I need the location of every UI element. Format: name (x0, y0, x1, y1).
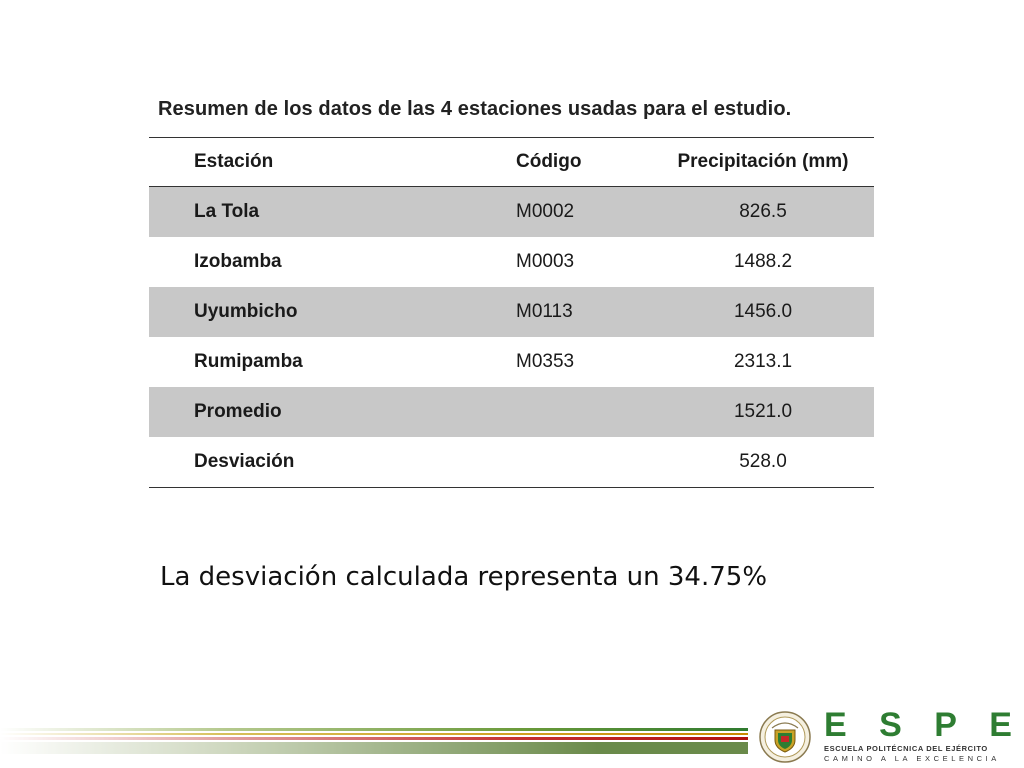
station-code: M0003 (516, 251, 575, 272)
table-row: Izobamba M0003 1488.2 (149, 237, 874, 287)
table-row: La Tola M0002 826.5 (149, 187, 874, 237)
summary-value-deviation: 528.0 (739, 451, 787, 472)
header-station: Estación (194, 151, 274, 172)
header-code: Código (516, 151, 582, 172)
logo-subtitle: ESCUELA POLITÉCNICA DEL EJÉRCITO (824, 744, 988, 753)
logo-letter: E (824, 706, 847, 744)
station-precipitation: 826.5 (739, 201, 787, 222)
station-name: Izobamba (194, 251, 282, 272)
footer-decorative-lines (0, 728, 748, 754)
station-code: M0002 (516, 201, 575, 222)
logo-letter: P (934, 706, 957, 744)
logo-letter: E (989, 706, 1012, 744)
logo-letters: E S P E (824, 708, 1012, 742)
logo-motto: CAMINO A LA EXCELENCIA (824, 754, 1000, 763)
caption-text: La desviación calculada representa un 34… (160, 562, 768, 592)
data-table: Estación Código Precipitación (mm) La To… (149, 137, 874, 488)
header-precipitation: Precipitación (mm) (677, 151, 849, 172)
station-precipitation: 1456.0 (733, 301, 793, 322)
table-row: Rumipamba M0353 2313.1 (149, 337, 874, 387)
table-row: Desviación 528.0 (149, 437, 874, 488)
station-code: M0353 (516, 351, 575, 372)
summary-label-average: Promedio (194, 401, 282, 422)
station-code: M0113 (516, 301, 573, 322)
summary-label-deviation: Desviación (194, 451, 295, 472)
logo-letter: S (879, 706, 902, 744)
table-header-row: Estación Código Precipitación (mm) (149, 137, 874, 187)
table-title: Resumen de los datos de las 4 estaciones… (158, 98, 792, 120)
station-precipitation: 1488.2 (733, 251, 793, 272)
summary-value-average: 1521.0 (733, 401, 793, 422)
station-name: Uyumbicho (194, 301, 298, 322)
station-name: Rumipamba (194, 351, 303, 372)
station-precipitation: 2313.1 (733, 351, 793, 372)
institution-seal-icon (759, 711, 811, 763)
station-name: La Tola (194, 201, 260, 222)
espe-logo: E S P E ESCUELA POLITÉCNICA DEL EJÉRCITO… (754, 708, 1014, 764)
table-row: Uyumbicho M0113 1456.0 (149, 287, 874, 337)
table-row: Promedio 1521.0 (149, 387, 874, 437)
